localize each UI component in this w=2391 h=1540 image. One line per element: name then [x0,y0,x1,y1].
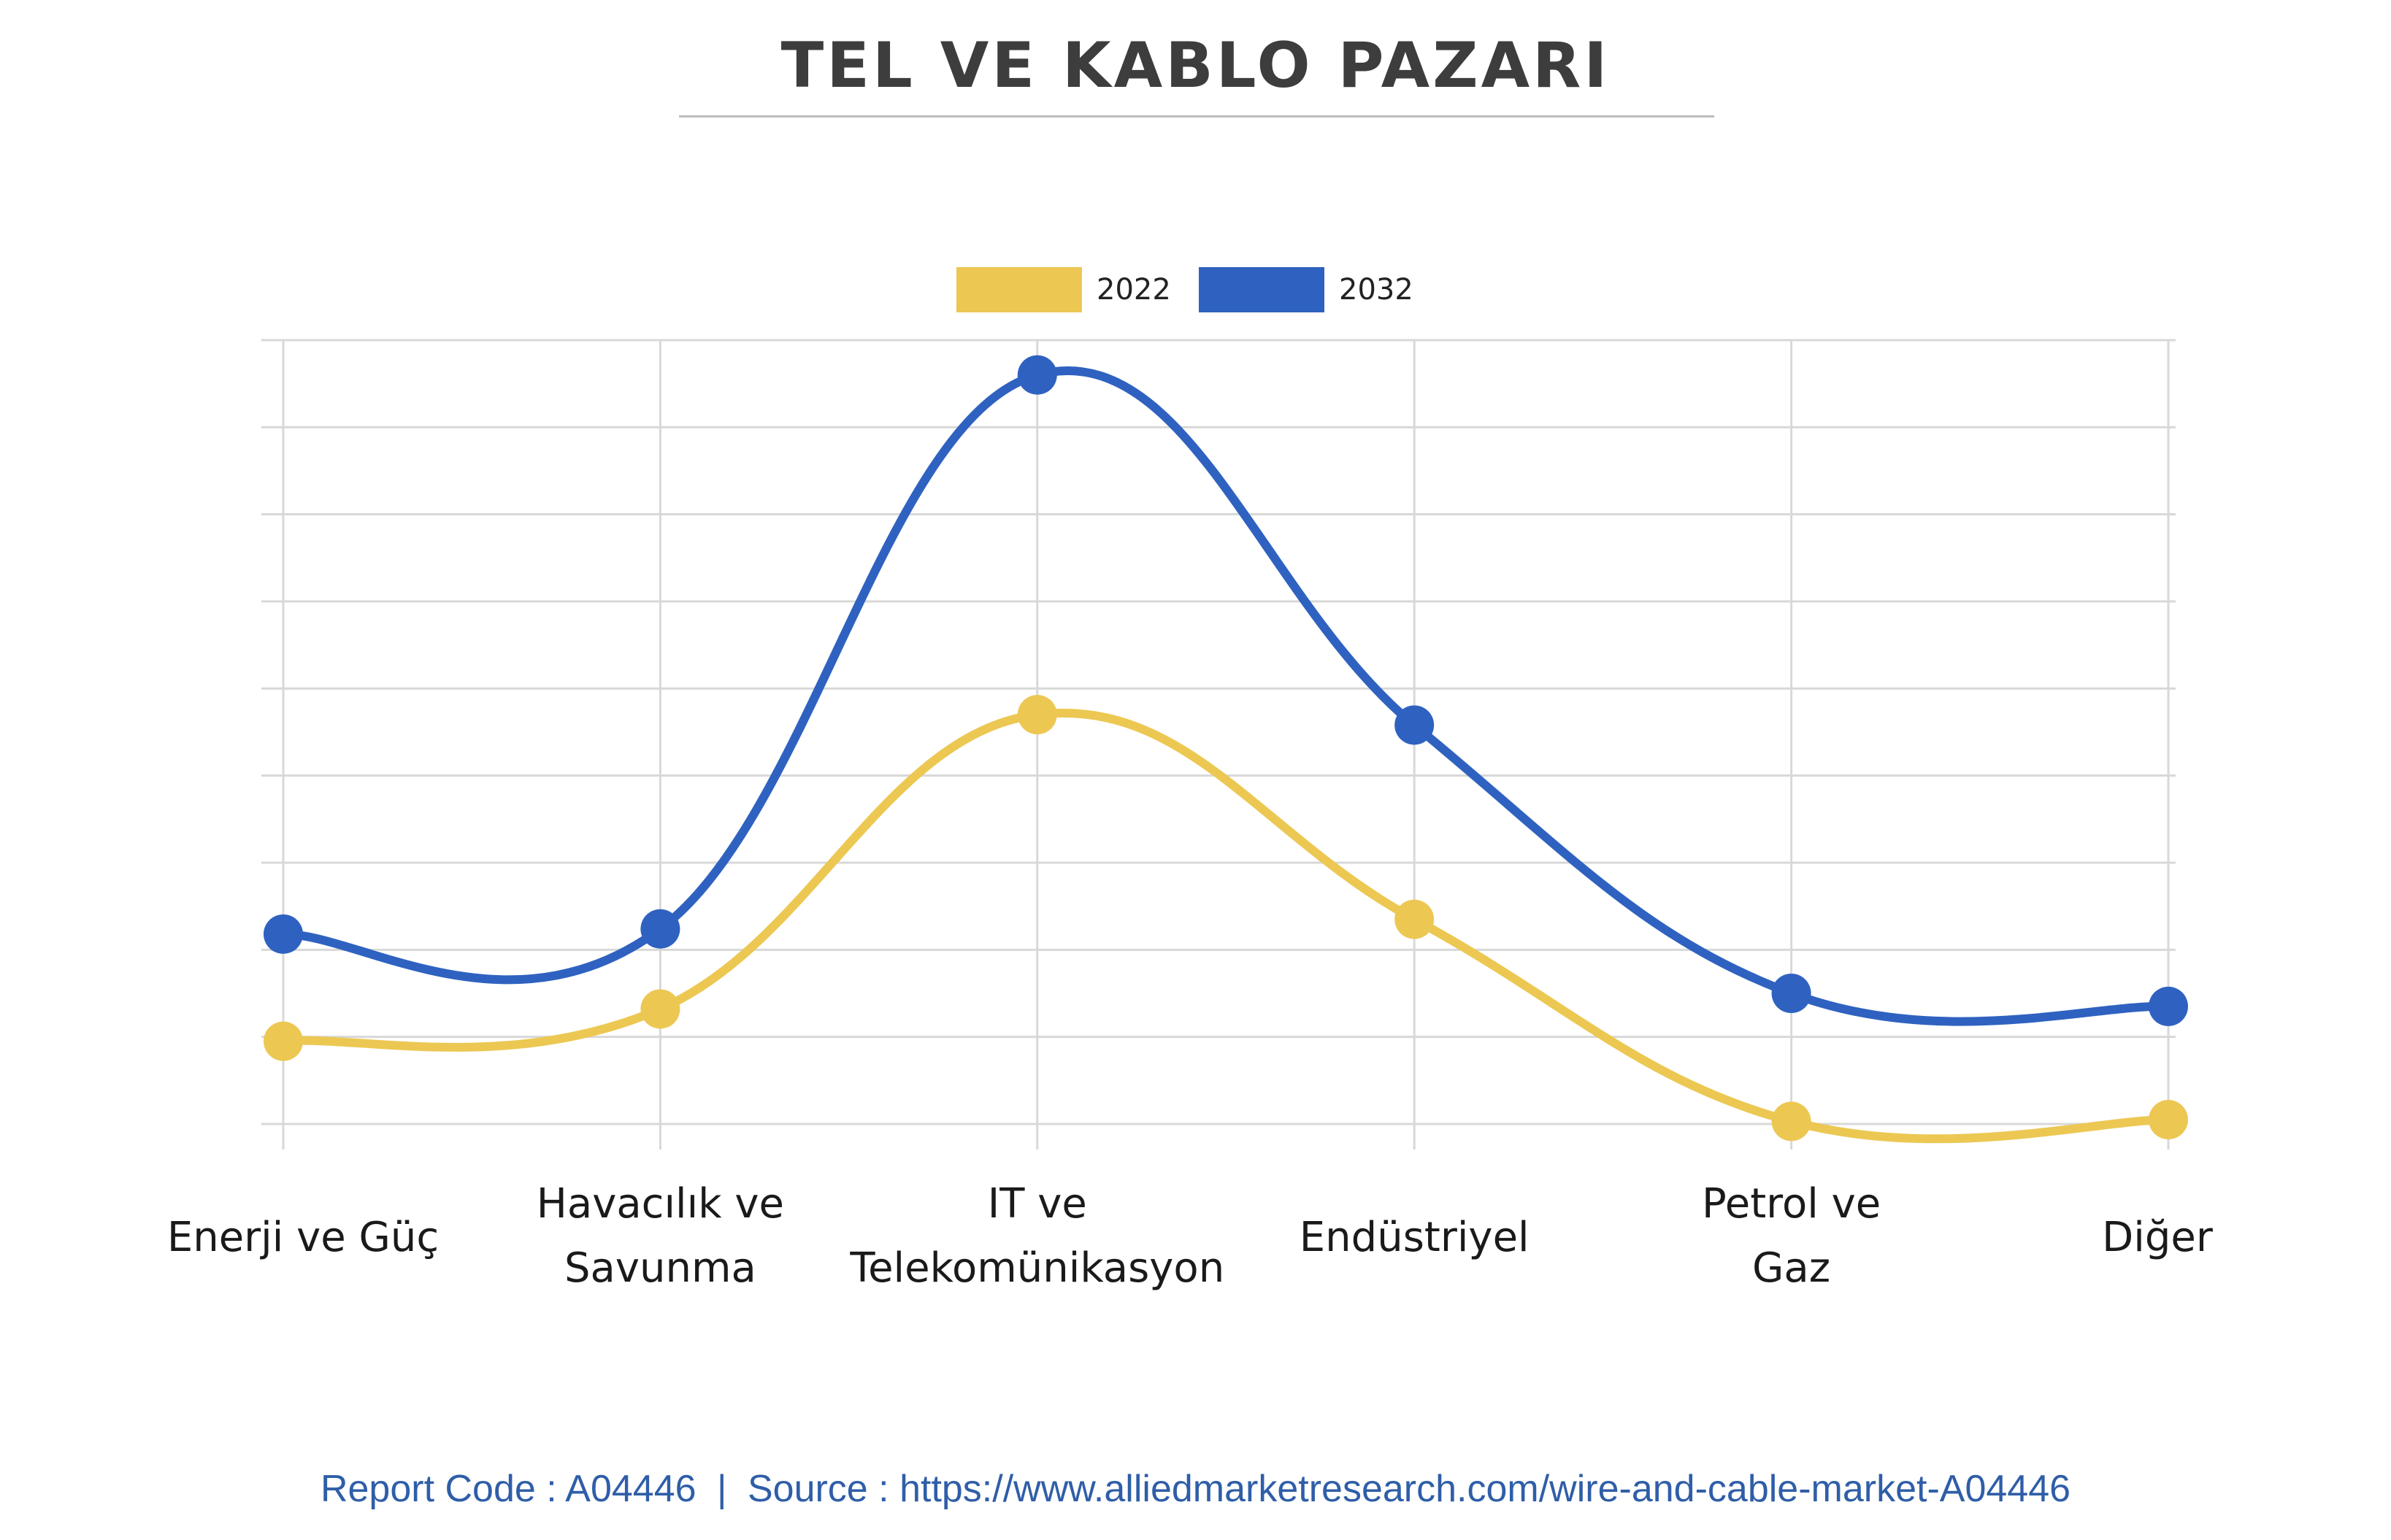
data-point-2032-5[interactable] [2149,986,2188,1026]
data-point-2032-0[interactable] [264,914,303,954]
data-point-2032-4[interactable] [1771,974,1811,1013]
data-point-2022-5[interactable] [2149,1100,2188,1140]
data-point-2022-2[interactable] [1017,695,1057,735]
series-line-2022 [279,709,2173,1144]
legend-item-2032: 2032 [1199,267,1413,312]
data-point-2032-2[interactable] [1017,355,1057,395]
data-point-2022-0[interactable] [264,1021,303,1061]
x-axis-label-1: Havacılık ve Savunma [536,1180,784,1292]
series-line-2032 [279,366,2173,1026]
data-point-2022-4[interactable] [1771,1101,1811,1141]
x-axis-label-3: Endüstriyel [1299,1214,1530,1261]
legend-label-2022: 2022 [1097,273,1171,307]
source-url[interactable]: Source : https://www.alliedmarketresearc… [747,1468,2071,1510]
data-point-2022-1[interactable] [640,989,680,1029]
footer-separator: | [717,1468,727,1510]
x-axis-label-4: Petrol ve Gaz [1701,1180,1881,1292]
x-axis-label-2: IT ve Telekomünikasyon [850,1180,1225,1292]
footer-source: Report Code : A04446 | Source : https://… [0,1467,2391,1511]
data-point-2032-3[interactable] [1394,705,1435,745]
legend-item-2022: 2022 [956,267,1171,312]
x-axis-label-5: Diğer [2102,1214,2213,1261]
data-point-2022-3[interactable] [1394,899,1435,939]
report-code: Report Code : A04446 [320,1468,696,1510]
data-point-2032-1[interactable] [640,909,680,949]
title-underline [679,115,1714,118]
chart-title: TEL VE KABLO PAZARI [780,29,1611,102]
legend-swatch-2032 [1199,267,1324,312]
legend-swatch-2022 [956,267,1082,312]
legend-label-2032: 2032 [1339,273,1413,307]
x-axis-label-0: Enerji ve Güç [166,1214,440,1261]
